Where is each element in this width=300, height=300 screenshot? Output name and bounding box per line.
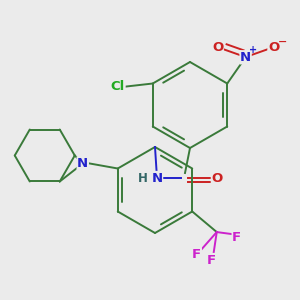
Text: F: F: [232, 231, 241, 244]
Text: F: F: [192, 248, 201, 261]
Text: O: O: [212, 172, 223, 184]
Text: N: N: [240, 51, 251, 64]
Text: H: H: [138, 172, 148, 184]
Text: N: N: [77, 157, 88, 170]
Text: +: +: [248, 45, 257, 55]
Text: N: N: [152, 172, 163, 184]
Text: O: O: [268, 41, 279, 54]
Text: Cl: Cl: [111, 80, 125, 93]
Text: O: O: [212, 41, 223, 54]
Text: F: F: [207, 254, 216, 267]
Text: −: −: [278, 37, 287, 47]
